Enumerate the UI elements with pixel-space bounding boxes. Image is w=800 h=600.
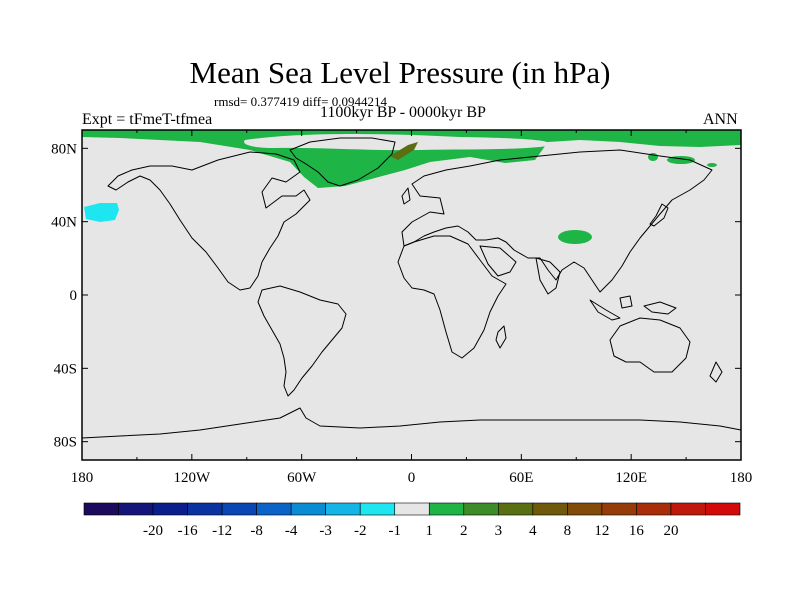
- colorbar-box: [256, 502, 292, 516]
- colorbar-box: [636, 502, 672, 516]
- colorbar-label: 12: [594, 523, 609, 539]
- season-label: ANN: [703, 111, 738, 128]
- lon-tick-label: 180: [730, 470, 753, 486]
- coast-arabia: [479, 245, 517, 277]
- colorbar-box: [290, 502, 326, 516]
- anomaly-shading: [82, 130, 741, 244]
- coastlines: [81, 137, 742, 439]
- lon-tick-label: 120W: [173, 470, 211, 486]
- lon-tick-label: 0: [408, 470, 416, 486]
- coast-antarctica: [81, 407, 742, 439]
- colorbar-label: -3: [319, 523, 332, 539]
- colorbar-label: -1: [388, 523, 401, 539]
- colorbar-label: 20: [663, 523, 678, 539]
- colorbar-labels: -20 -16 -12 -8 -4 -3 -2 -1 1 2 3 4 8 12 16 20: [143, 523, 678, 539]
- greenland-strong-anomaly: [390, 142, 418, 160]
- coast-africa: [397, 235, 507, 359]
- coast-indonesia: [589, 295, 633, 321]
- colorbar-box: [359, 502, 396, 516]
- colorbar-box: [428, 502, 465, 516]
- colorbar-label: 2: [460, 523, 468, 539]
- coast-greenland: [289, 137, 396, 187]
- coast-india: [535, 257, 561, 295]
- coast-uk: [401, 187, 411, 205]
- alaska-positive-anomaly: [707, 163, 717, 167]
- colorbar-box: [532, 502, 568, 516]
- coast-japan: [649, 203, 669, 227]
- colorbar-label: -2: [354, 523, 367, 539]
- colorbar-label: 4: [529, 523, 537, 539]
- colorbar-box: [670, 502, 706, 516]
- colorbar-label: -4: [285, 523, 298, 539]
- lat-tick-label: 40S: [54, 361, 77, 377]
- lat-tick-label: 40N: [51, 215, 77, 231]
- lat-tick-label: 80S: [54, 435, 77, 451]
- lon-tick-label: 120E: [615, 470, 647, 486]
- colorbar: [83, 502, 741, 516]
- coast-new-zealand: [709, 361, 723, 383]
- colorbar-label: -16: [178, 523, 198, 539]
- colorbar-label: 1: [426, 523, 434, 539]
- colorbar-box: [463, 502, 499, 516]
- colorbar-box: [325, 502, 361, 516]
- axis-tick-labels: 80N 40N 0 40S 80S 180 120W 60W 0 60E 120E 180: [51, 141, 752, 486]
- colorbar-box: [394, 502, 430, 516]
- plot-title: Mean Sea Level Pressure (in hPa): [189, 55, 611, 90]
- colorbar-label: -20: [143, 523, 163, 539]
- colorbar-label: 3: [495, 523, 503, 539]
- arctic-cap-gap: [244, 133, 551, 151]
- coast-europe-asia: [401, 149, 713, 293]
- lat-tick-label: 0: [70, 288, 78, 304]
- coast-new-guinea: [643, 301, 677, 315]
- colorbar-box: [705, 502, 741, 516]
- colorbar-box: [221, 502, 257, 516]
- colorbar-label: -12: [212, 523, 232, 539]
- coast-north-america: [107, 151, 311, 291]
- colorbar-label: -8: [250, 523, 263, 539]
- lat-tick-label: 80N: [51, 141, 77, 157]
- colorbar-box: [567, 502, 603, 516]
- lon-tick-label: 60W: [287, 470, 317, 486]
- lon-tick-label: 60E: [509, 470, 533, 486]
- plot-subtitle: rmsd= 0.377419 diff= 0.0944214: [214, 94, 387, 109]
- colorbar-box: [187, 502, 223, 516]
- experiment-label: Expt = tFmeT-tfmea: [82, 111, 213, 128]
- map-background: [82, 130, 741, 460]
- axis-ticks: [81, 130, 742, 460]
- coast-south-america: [257, 285, 347, 397]
- colorbar-label: 8: [564, 523, 572, 539]
- colorbar-box: [601, 502, 637, 516]
- period-label: 1100kyr BP - 0000kyr BP: [320, 104, 486, 121]
- colorbar-box: [498, 502, 534, 516]
- lon-tick-label: 180: [71, 470, 94, 486]
- colorbar-label: 16: [629, 523, 645, 539]
- coast-australia: [609, 317, 691, 373]
- colorbar-box: [152, 502, 188, 516]
- tibet-positive-anomaly: [558, 230, 592, 244]
- pacific-negative-anomaly: [84, 203, 119, 222]
- colorbar-box: [118, 502, 154, 516]
- colorbar-box: [83, 502, 119, 516]
- coast-madagascar: [495, 325, 507, 349]
